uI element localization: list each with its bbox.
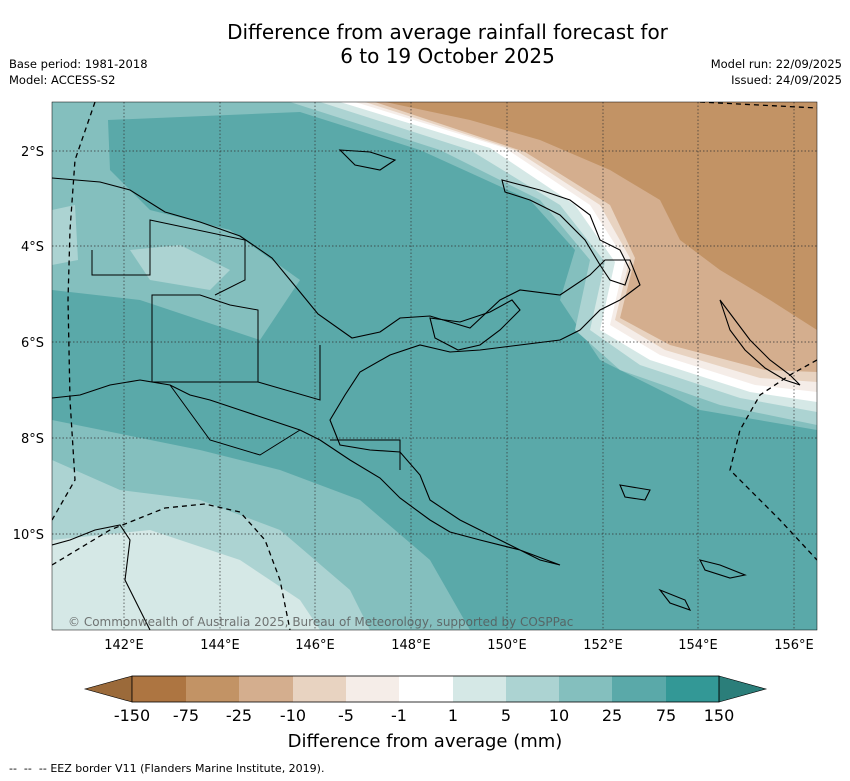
lon-tick: 144°E (200, 638, 240, 653)
graticule (52, 102, 817, 630)
base-period: Base period: 1981-2018 (9, 57, 148, 71)
colorbar-label: 5 (501, 706, 511, 725)
province-borders (91, 219, 401, 470)
lon-tick: 142°E (104, 638, 144, 653)
eez-borders (52, 102, 817, 630)
lat-tick: 2°S (21, 145, 44, 160)
issued-date: Issued: 24/09/2025 (731, 73, 842, 87)
colorbar: -150 -75 -25 -10 -5 -1 1 5 10 25 75 150 … (83, 675, 768, 752)
lat-tick: 8°S (21, 432, 44, 447)
colorbar-frame (131, 675, 720, 703)
lon-tick: 148°E (391, 638, 431, 653)
copyright-watermark: © Commonwealth of Australia 2025, Bureau… (68, 615, 573, 629)
colorbar-label: -10 (280, 706, 306, 725)
colorbar-segment (399, 676, 453, 702)
colorbar-label: 150 (704, 706, 735, 725)
lon-tick: 150°E (487, 638, 527, 653)
colorbar-labels: -150 -75 -25 -10 -5 -1 1 5 10 25 75 150 (114, 706, 734, 725)
lat-tick: 6°S (21, 336, 44, 351)
meta-right: Model run: 22/09/2025 Issued: 24/09/2025 (711, 56, 842, 88)
lon-tick: 154°E (678, 638, 718, 653)
colorbar-label: -150 (114, 706, 150, 725)
colorbar-label: 10 (549, 706, 569, 725)
colorbar-arrow-right (718, 675, 768, 703)
colorbar-label: -1 (391, 706, 407, 725)
colorbar-segment (453, 676, 506, 702)
coastlines (52, 149, 801, 630)
map-panel: © Commonwealth of Australia 2025, Bureau… (52, 102, 817, 630)
colorbar-label: -5 (338, 706, 354, 725)
colorbar-label: 75 (656, 706, 676, 725)
colorbar-arrow-left (83, 675, 133, 703)
colorbar-label: 1 (448, 706, 458, 725)
colorbar-label: 25 (602, 706, 622, 725)
colorbar-label: -75 (173, 706, 199, 725)
colorbar-segment (506, 676, 559, 702)
colorbar-segment (293, 676, 346, 702)
colorbar-segment (239, 676, 293, 702)
eez-legend: -- -- -- EEZ border V11 (Flanders Marine… (9, 762, 324, 775)
lon-tick: 146°E (295, 638, 335, 653)
lat-tick: 4°S (21, 240, 44, 255)
colorbar-segment (612, 676, 666, 702)
lat-tick: 10°S (13, 528, 44, 543)
title-line-1: Difference from average rainfall forecas… (227, 20, 668, 44)
field-wet-light-west (52, 205, 78, 265)
colorbar-title: Difference from average (mm) (288, 731, 563, 752)
model-name: Model: ACCESS-S2 (9, 73, 116, 87)
lat-axis: 2°S 4°S 6°S 8°S 10°S (13, 145, 44, 543)
model-run: Model run: 22/09/2025 (710, 57, 842, 71)
field-wet-strong (52, 112, 817, 630)
colorbar-segment (132, 676, 186, 702)
colorbar-segment (666, 676, 719, 702)
eez-legend-text: EEZ border V11 (Flanders Marine Institut… (50, 762, 325, 775)
eez-legend-dash-icon: -- -- -- (9, 762, 47, 775)
lon-tick: 156°E (774, 638, 814, 653)
map-frame (51, 101, 818, 631)
colorbar-label: -25 (226, 706, 252, 725)
field-wet-faint-sw (52, 530, 320, 630)
map-title: Difference from average rainfall forecas… (0, 20, 850, 68)
meta-left: Base period: 1981-2018 Model: ACCESS-S2 (9, 56, 148, 88)
lon-tick: 152°E (583, 638, 623, 653)
field-wet-light-inland (130, 245, 230, 290)
lon-axis: 142°E 144°E 146°E 148°E 150°E 152°E 154°… (104, 638, 814, 653)
title-line-2: 6 to 19 October 2025 (340, 44, 555, 68)
colorbar-segment (346, 676, 399, 702)
colorbar-segment (186, 676, 239, 702)
field-dry-strong (385, 102, 817, 330)
colorbar-segment (559, 676, 612, 702)
